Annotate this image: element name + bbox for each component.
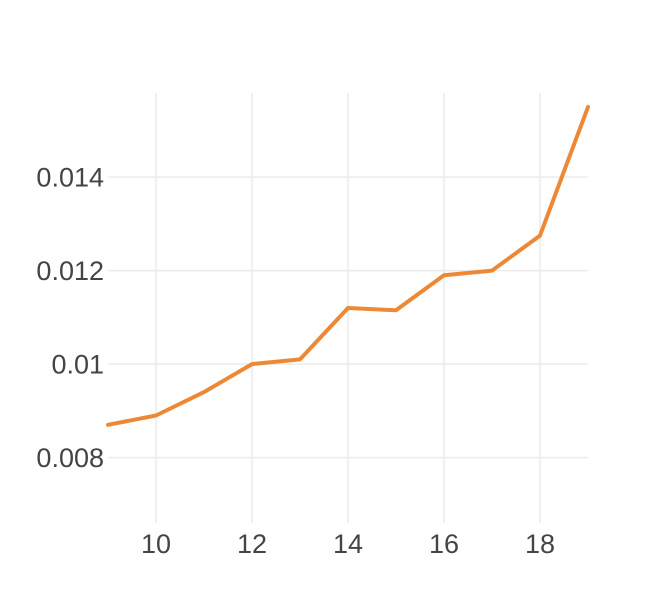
y-tick-label: 0.012 xyxy=(36,256,104,286)
series-line xyxy=(106,105,590,427)
x-tick-label: 10 xyxy=(141,529,171,559)
y-tick-label: 0.01 xyxy=(51,350,104,380)
x-tick-label: 12 xyxy=(237,529,267,559)
y-tick-label: 0.008 xyxy=(36,443,104,473)
x-tick-label: 18 xyxy=(525,529,555,559)
x-tick-label: 16 xyxy=(429,529,459,559)
y-tick-label: 0.014 xyxy=(36,163,104,193)
x-tick-label: 14 xyxy=(333,529,363,559)
